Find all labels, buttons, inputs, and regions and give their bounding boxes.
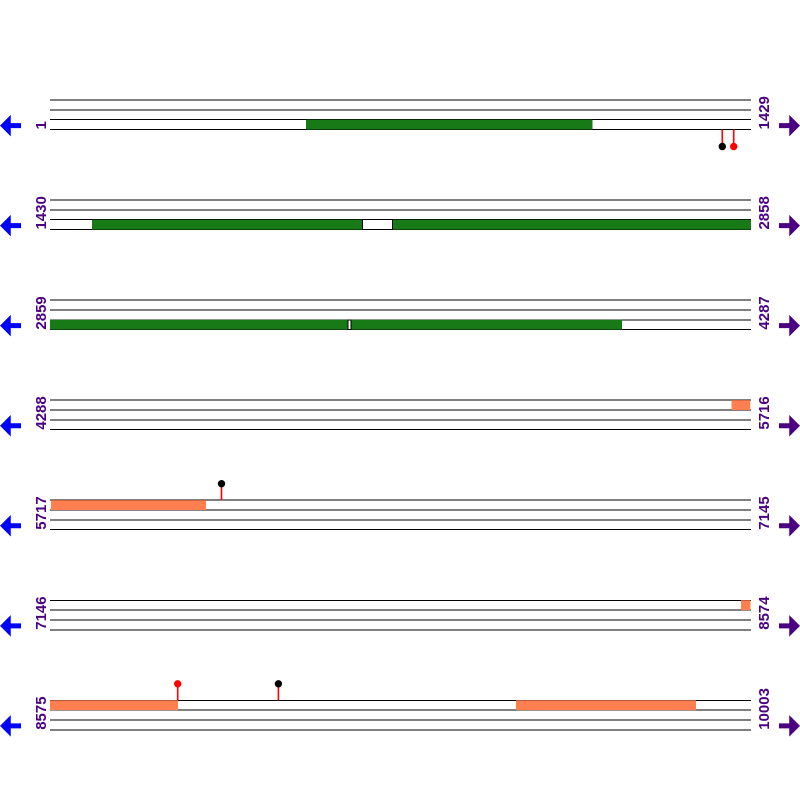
svg-text:7146: 7146	[33, 596, 50, 629]
svg-text:1429: 1429	[756, 96, 773, 129]
svg-text:2858: 2858	[756, 196, 773, 229]
svg-text:7145: 7145	[756, 496, 773, 529]
svg-text:1: 1	[33, 121, 50, 129]
svg-text:8574: 8574	[756, 596, 773, 630]
svg-text:2859: 2859	[33, 296, 50, 329]
svg-text:5717: 5717	[33, 496, 50, 529]
svg-text:10003: 10003	[756, 688, 773, 730]
svg-text:8575: 8575	[33, 696, 50, 729]
svg-text:5716: 5716	[756, 396, 773, 429]
svg-text:4287: 4287	[756, 296, 773, 329]
svg-text:1430: 1430	[33, 196, 50, 229]
svg-text:4288: 4288	[33, 396, 50, 429]
